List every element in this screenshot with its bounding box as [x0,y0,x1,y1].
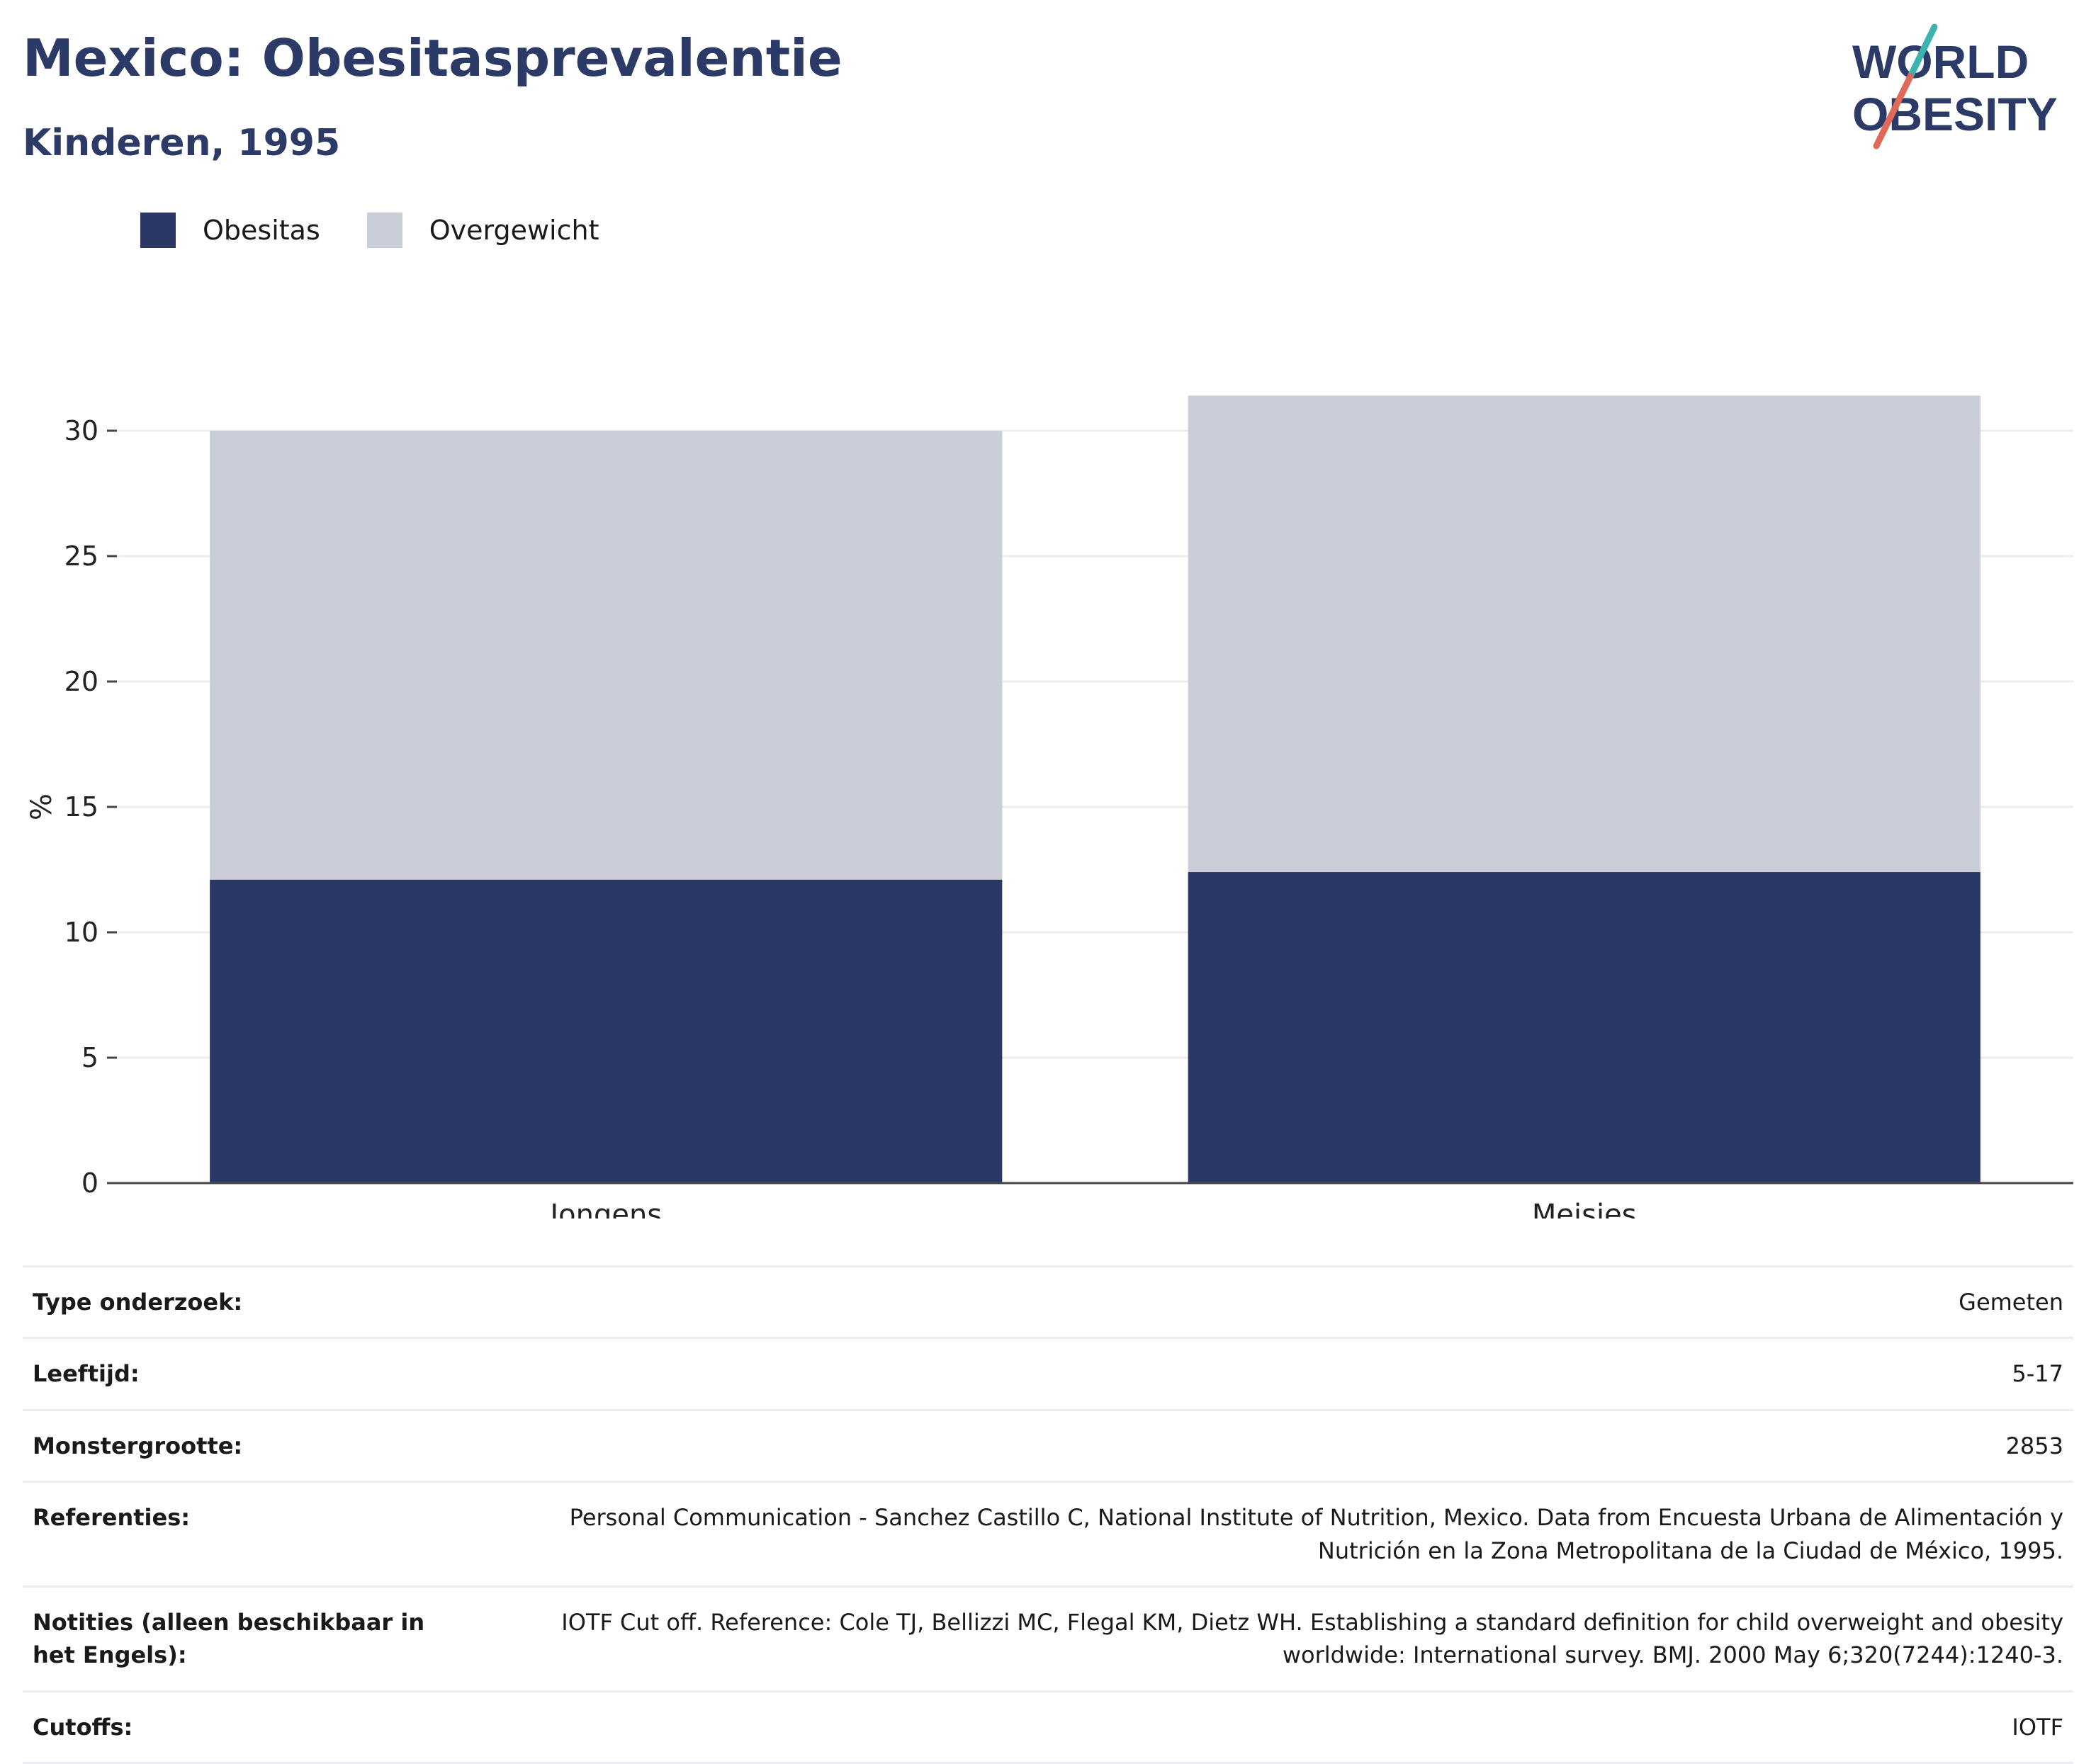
legend-label-obesitas: Obesitas [203,215,320,246]
y-tick-label: 0 [81,1167,98,1199]
info-label: Monstergrootte: [23,1408,482,1482]
x-tick-label: Meisjes [1532,1199,1637,1219]
y-tick-label: 25 [64,541,98,572]
legend-item-obesitas[interactable]: Obesitas [140,213,320,248]
info-label: Leeftijd: [23,1337,482,1410]
chart-legend: Obesitas Overgewicht [140,211,646,249]
page-subtitle: Kinderen, 1995 [23,122,341,164]
info-value: Gemeten [482,1265,2073,1338]
page-title: Mexico: Obesitasprevalentie [23,28,843,88]
bar-overgewicht-meisjes [1188,395,1981,873]
info-row-sample-size: Monstergrootte: 2853 [23,1408,2073,1482]
bar-obesitas-meisjes [1188,872,1981,1183]
bar-obesitas-jongens [210,879,1003,1183]
info-value: 5-17 [482,1337,2073,1410]
y-tick-label: 30 [64,415,98,446]
info-row-age: Leeftijd: 5-17 [23,1337,2073,1410]
logo-slash-top [1907,23,1938,80]
info-value: Personal Communication - Sanchez Castill… [482,1481,2073,1587]
info-table: Type onderzoek: Gemeten Leeftijd: 5-17 M… [23,1265,2073,1764]
info-row-references: Referenties: Personal Communication - Sa… [23,1481,2073,1587]
y-tick-label: 20 [64,666,98,697]
info-label: Notities (alleen beschikbaar in het Enge… [23,1585,482,1692]
y-tick-label: 15 [64,791,98,822]
legend-label-overgewicht: Overgewicht [429,215,599,246]
info-row-cutoffs: Cutoffs: IOTF [23,1690,2073,1764]
info-row-notes: Notities (alleen beschikbaar in het Enge… [23,1585,2073,1692]
info-label: Cutoffs: [23,1690,482,1764]
info-label: Type onderzoek: [23,1265,482,1338]
y-axis-label: % [26,793,58,820]
world-obesity-logo[interactable]: WORLD OBESITY [1842,20,2076,154]
info-row-type: Type onderzoek: Gemeten [23,1265,2073,1338]
logo-slash-bottom [1873,73,1914,149]
stacked-bar-chart: 0 5 10 15 20 25 30% Jongens Meisjes [26,395,2073,1219]
x-tick-label: Jongens [548,1199,662,1219]
legend-swatch-overgewicht [366,213,402,248]
info-value: IOTF [482,1690,2073,1764]
info-value: IOTF Cut off. Reference: Cole TJ, Belliz… [482,1585,2073,1692]
legend-item-overgewicht[interactable]: Overgewicht [366,213,599,248]
legend-swatch-obesitas [140,213,176,248]
info-value: 2853 [482,1408,2073,1482]
bar-overgewicht-jongens [210,431,1003,880]
logo-text-world: WORLD [1852,35,2029,88]
y-tick-label: 10 [64,917,98,948]
info-label: Referenties: [23,1481,482,1587]
y-tick-label: 5 [81,1042,98,1073]
